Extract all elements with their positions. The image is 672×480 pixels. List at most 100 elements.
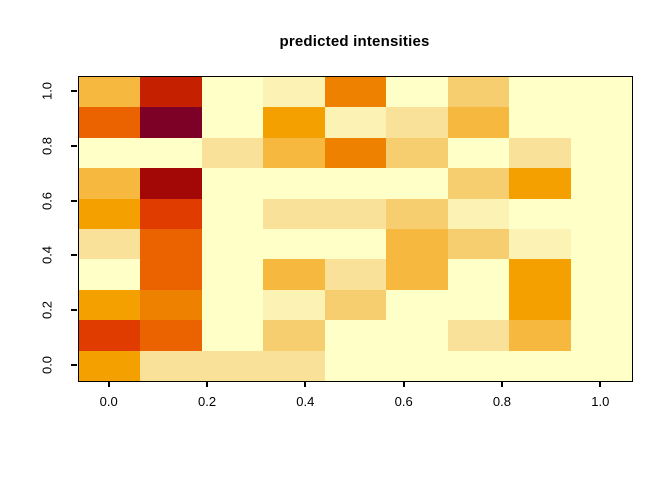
heatmap-cell — [324, 198, 387, 229]
heatmap-cell — [201, 198, 264, 229]
x-axis-tick — [107, 381, 110, 387]
x-axis-tick-label: 0.4 — [296, 394, 315, 409]
y-axis-tick — [71, 363, 77, 366]
heatmap-cell — [79, 107, 141, 138]
heatmap-cell — [201, 107, 264, 138]
heatmap-cell — [140, 228, 202, 260]
heatmap-cell — [140, 168, 202, 199]
heatmap-cell — [386, 77, 448, 108]
heatmap-cell — [570, 137, 632, 169]
heatmap-cell — [79, 350, 141, 381]
heatmap-cell — [386, 168, 448, 199]
x-axis-tick-label: 1.0 — [591, 394, 610, 409]
x-axis-tick-label: 0.0 — [99, 394, 118, 409]
heatmap-cell — [140, 198, 202, 229]
heatmap-cell — [509, 198, 571, 229]
heatmap-cell — [386, 289, 448, 321]
heatmap-cell — [140, 259, 202, 290]
heatmap-cell — [386, 320, 448, 351]
heatmap-cell — [509, 350, 571, 381]
heatmap-cell — [386, 137, 448, 169]
y-axis-tick — [71, 144, 77, 147]
heatmap-cell — [386, 259, 448, 290]
heatmap-cell — [263, 289, 325, 321]
x-axis-tick-label: 0.2 — [197, 394, 217, 409]
heatmap-cell — [263, 350, 325, 381]
heatmap-cell — [140, 320, 202, 351]
heatmap-cell — [79, 289, 141, 321]
heatmap-cell — [509, 107, 571, 138]
heatmap-cell — [570, 107, 632, 138]
heatmap-cell — [447, 228, 510, 260]
x-axis-tick — [402, 381, 405, 387]
y-axis-tick-label: 0.2 — [39, 301, 55, 320]
heatmap-cell — [386, 228, 448, 260]
heatmap-cell — [570, 320, 632, 351]
heatmap-cell — [447, 107, 510, 138]
x-axis-tick — [206, 381, 209, 387]
heatmap-cell — [263, 228, 325, 260]
heatmap-cell — [201, 137, 264, 169]
heatmap-cell — [263, 107, 325, 138]
y-axis-tick-label: 0.0 — [39, 355, 55, 374]
heatmap-cell — [324, 168, 387, 199]
heatmap-cell — [201, 259, 264, 290]
heatmap-cell — [79, 168, 141, 199]
heatmap-cell — [509, 137, 571, 169]
heatmap-cell — [447, 289, 510, 321]
heatmap-cell — [79, 259, 141, 290]
heatmap-cell — [263, 77, 325, 108]
heatmap-cell — [570, 289, 632, 321]
heatmap-cell — [79, 198, 141, 229]
x-axis-tick — [500, 381, 503, 387]
heatmap-cell — [447, 350, 510, 381]
heatmap-cell — [570, 198, 632, 229]
heatmap-cell — [79, 77, 141, 108]
y-axis-tick — [71, 90, 77, 93]
heatmap-cell — [324, 137, 387, 169]
heatmap-cell — [263, 198, 325, 229]
heatmap-cell — [263, 320, 325, 351]
heatmap-cell — [509, 320, 571, 351]
heatmap-cell — [324, 228, 387, 260]
y-axis-tick-label: 1.0 — [39, 82, 55, 101]
heatmap-cell — [140, 289, 202, 321]
heatmap-cell — [509, 259, 571, 290]
heatmap-cell — [386, 350, 448, 381]
x-axis-tick-label: 0.8 — [492, 394, 511, 409]
heatmap-cell — [79, 320, 141, 351]
heatmap-cell — [447, 320, 510, 351]
heatmap-cell — [509, 77, 571, 108]
y-axis-tick — [71, 309, 77, 312]
heatmap-cell — [201, 350, 264, 381]
heatmap-cell — [201, 168, 264, 199]
heatmap-cell — [386, 198, 448, 229]
x-axis-tick-label: 0.6 — [394, 394, 413, 409]
heatmap-cell — [140, 350, 202, 381]
heatmap-cell — [509, 289, 571, 321]
heatmap-cell — [324, 350, 387, 381]
y-axis-tick-label: 0.8 — [39, 136, 55, 155]
heatmap-cell — [509, 228, 571, 260]
heatmap-cell — [570, 350, 632, 381]
heatmap-cell — [447, 168, 510, 199]
heatmap-grid — [78, 76, 633, 382]
heatmap-cell — [324, 259, 387, 290]
heatmap-cell — [263, 168, 325, 199]
y-axis-tick-label: 0.6 — [39, 191, 55, 210]
x-axis-tick — [304, 381, 307, 387]
heatmap-cell — [324, 107, 387, 138]
heatmap-cell — [201, 77, 264, 108]
heatmap-cell — [570, 77, 632, 108]
heatmap-cell — [79, 137, 141, 169]
heatmap-cell — [570, 168, 632, 199]
heatmap-cell — [263, 259, 325, 290]
heatmap-cell — [509, 168, 571, 199]
heatmap-cell — [201, 320, 264, 351]
heatmap-cell — [447, 198, 510, 229]
heatmap-cell — [79, 228, 141, 260]
heatmap-cell — [140, 137, 202, 169]
y-axis-tick — [71, 254, 77, 257]
heatmap-cell — [570, 228, 632, 260]
